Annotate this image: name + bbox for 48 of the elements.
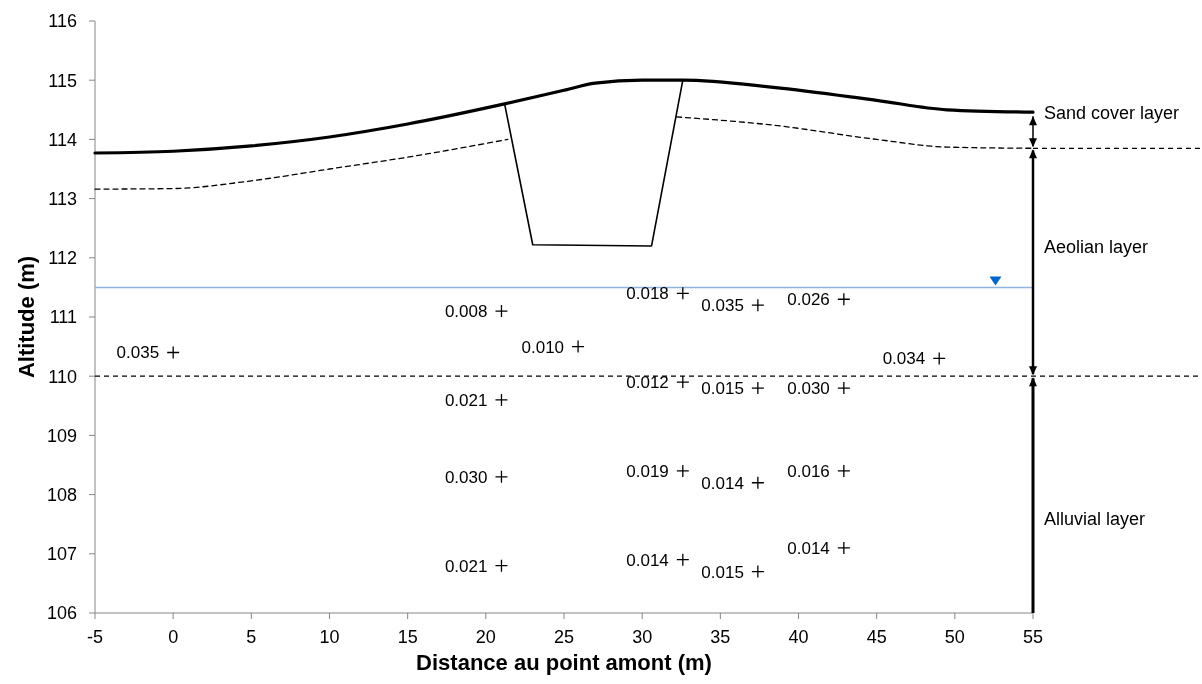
annotation: 0.008 <box>444 302 488 322</box>
annotation: 0.035 <box>701 296 744 316</box>
annotation: 0.015 <box>701 562 744 582</box>
y-tick-label: 113 <box>48 188 77 209</box>
x-tick-label: 5 <box>246 627 257 647</box>
annotation: 0.030 <box>444 467 488 487</box>
y-tick-label: 108 <box>46 484 77 505</box>
annotation: 0.012 <box>626 373 669 393</box>
x-tick-label: 30 <box>632 627 653 647</box>
y-tick-label: 110 <box>48 366 77 387</box>
annotation: 0.018 <box>626 284 669 304</box>
y-tick-label: 112 <box>48 248 77 269</box>
y-tick-label: 114 <box>48 129 77 150</box>
y-tick-label: 107 <box>46 544 77 565</box>
annotation: 0.021 <box>444 390 488 410</box>
annotation: 0.026 <box>787 290 830 310</box>
y-axis-title: Altitude (m) <box>14 255 39 379</box>
annotation: 0.019 <box>626 461 669 481</box>
y-tick-label: 116 <box>48 11 77 32</box>
x-tick-label: 0 <box>168 627 179 647</box>
y-tick-label: 111 <box>49 307 77 328</box>
annotation: 0.034 <box>882 349 926 369</box>
annotation: 0.014 <box>701 473 744 493</box>
y-tick-label: 109 <box>46 425 77 446</box>
annotation: 0.030 <box>787 378 830 398</box>
annotation: 0.016 <box>787 461 830 481</box>
x-axis-title: Distance au point amont (m) <box>416 650 712 675</box>
annotation: 0.021 <box>444 556 488 576</box>
annotation: 0.014 <box>626 550 669 570</box>
annotation: 0.035 <box>116 343 160 363</box>
x-tick-label: 25 <box>553 627 575 647</box>
annotation: 0.014 <box>787 538 830 558</box>
text: Sand cover layer <box>1044 103 1180 124</box>
x-tick-label: 10 <box>319 627 340 647</box>
text: Aeolian layer <box>1044 236 1149 257</box>
y-tick-label: 115 <box>48 70 77 91</box>
x-tick-label: -5 <box>86 627 104 647</box>
x-tick-label: 15 <box>397 627 418 647</box>
text: Alluvial layer <box>1044 508 1146 529</box>
y-tick-label: 106 <box>46 603 77 624</box>
annotation: 0.010 <box>521 337 565 357</box>
x-tick-label: 55 <box>1022 627 1044 647</box>
x-tick-label: 45 <box>866 627 887 647</box>
annotation: 0.015 <box>701 378 744 398</box>
x-tick-label: 35 <box>710 627 731 647</box>
x-tick-label: 20 <box>475 627 496 647</box>
x-tick-label: 50 <box>944 627 965 647</box>
x-tick-label: 40 <box>788 627 809 647</box>
